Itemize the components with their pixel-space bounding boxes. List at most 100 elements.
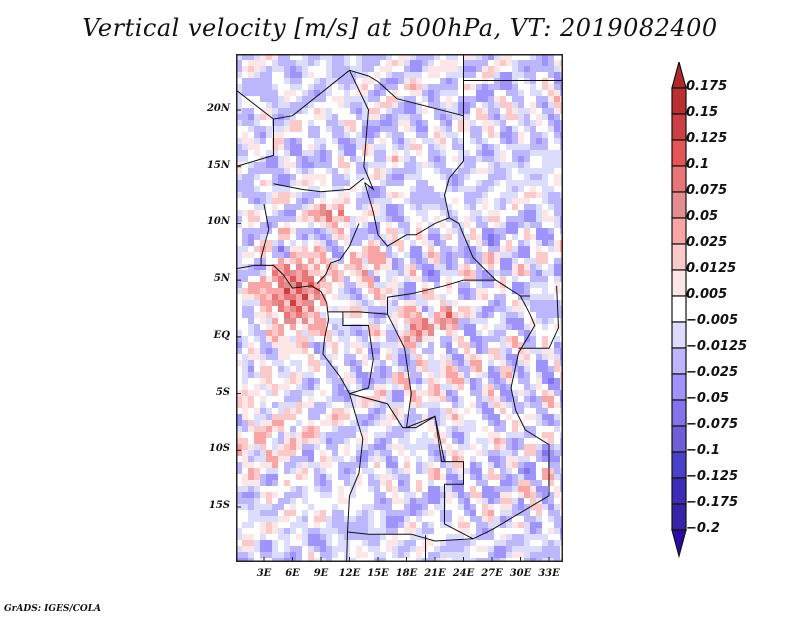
field-cell xyxy=(470,54,476,60)
field-cell xyxy=(386,282,392,288)
field-cell xyxy=(398,114,404,120)
field-cell xyxy=(536,414,542,420)
field-cell xyxy=(284,390,290,396)
field-cell xyxy=(284,78,290,84)
field-cell xyxy=(278,402,284,408)
field-cell xyxy=(428,174,434,180)
field-cell xyxy=(314,444,320,450)
field-cell xyxy=(266,420,272,426)
field-cell xyxy=(296,72,302,78)
field-cell xyxy=(248,402,254,408)
field-cell xyxy=(524,450,530,456)
field-cell xyxy=(236,258,242,264)
field-cell xyxy=(314,246,320,252)
field-cell xyxy=(392,336,398,342)
field-cell xyxy=(518,222,524,228)
field-cell xyxy=(350,216,356,222)
field-cell xyxy=(500,156,506,162)
field-cell xyxy=(302,534,308,540)
field-cell xyxy=(530,330,536,336)
field-cell xyxy=(524,510,530,516)
field-cell xyxy=(494,264,500,270)
field-cell xyxy=(542,486,548,492)
field-cell xyxy=(236,198,242,204)
field-cell xyxy=(446,186,452,192)
field-cell xyxy=(314,540,320,546)
field-cell xyxy=(296,450,302,456)
field-cell xyxy=(530,234,536,240)
field-cell xyxy=(242,66,248,72)
field-cell xyxy=(278,372,284,378)
field-cell xyxy=(512,312,518,318)
field-cell xyxy=(248,558,254,562)
field-cell xyxy=(380,270,386,276)
field-cell xyxy=(458,474,464,480)
field-cell xyxy=(380,498,386,504)
field-cell xyxy=(380,204,386,210)
field-cell xyxy=(260,282,266,288)
field-cell xyxy=(344,294,350,300)
field-cell xyxy=(368,138,374,144)
field-cell xyxy=(254,522,260,528)
field-cell xyxy=(272,72,278,78)
field-cell xyxy=(482,336,488,342)
field-cell xyxy=(470,162,476,168)
field-cell xyxy=(422,180,428,186)
field-cell xyxy=(494,492,500,498)
field-cell xyxy=(518,546,524,552)
field-cell xyxy=(536,456,542,462)
field-cell xyxy=(404,252,410,258)
field-cell xyxy=(284,540,290,546)
field-cell xyxy=(518,306,524,312)
field-cell xyxy=(440,324,446,330)
field-cell xyxy=(392,408,398,414)
field-cell xyxy=(302,546,308,552)
field-cell xyxy=(542,132,548,138)
field-cell xyxy=(500,432,506,438)
field-cell xyxy=(458,210,464,216)
field-cell xyxy=(542,438,548,444)
field-cell xyxy=(350,468,356,474)
field-cell xyxy=(374,438,380,444)
field-cell xyxy=(368,240,374,246)
field-cell xyxy=(506,162,512,168)
field-cell xyxy=(548,378,554,384)
field-cell xyxy=(392,156,398,162)
field-cell xyxy=(422,300,428,306)
field-cell xyxy=(440,252,446,258)
field-cell xyxy=(440,138,446,144)
field-cell xyxy=(314,228,320,234)
field-cell xyxy=(446,222,452,228)
field-cell xyxy=(314,198,320,204)
field-cell xyxy=(512,126,518,132)
field-cell xyxy=(350,192,356,198)
field-cell xyxy=(338,156,344,162)
field-cell xyxy=(458,60,464,66)
field-cell xyxy=(458,354,464,360)
field-cell xyxy=(326,468,332,474)
field-cell xyxy=(326,240,332,246)
field-cell xyxy=(308,414,314,420)
field-cell xyxy=(278,294,284,300)
field-cell xyxy=(434,390,440,396)
field-cell xyxy=(350,450,356,456)
field-cell xyxy=(248,330,254,336)
field-cell xyxy=(422,156,428,162)
field-cell xyxy=(374,132,380,138)
field-cell xyxy=(248,480,254,486)
field-cell xyxy=(476,132,482,138)
field-cell xyxy=(512,72,518,78)
field-cell xyxy=(506,252,512,258)
field-cell xyxy=(506,528,512,534)
field-cell xyxy=(242,72,248,78)
field-cell xyxy=(302,150,308,156)
field-cell xyxy=(464,252,470,258)
field-cell xyxy=(512,324,518,330)
field-cell xyxy=(398,252,404,258)
field-cell xyxy=(398,402,404,408)
field-cell xyxy=(314,216,320,222)
field-cell xyxy=(326,360,332,366)
field-cell xyxy=(356,54,362,60)
field-cell xyxy=(362,342,368,348)
field-cell xyxy=(506,312,512,318)
